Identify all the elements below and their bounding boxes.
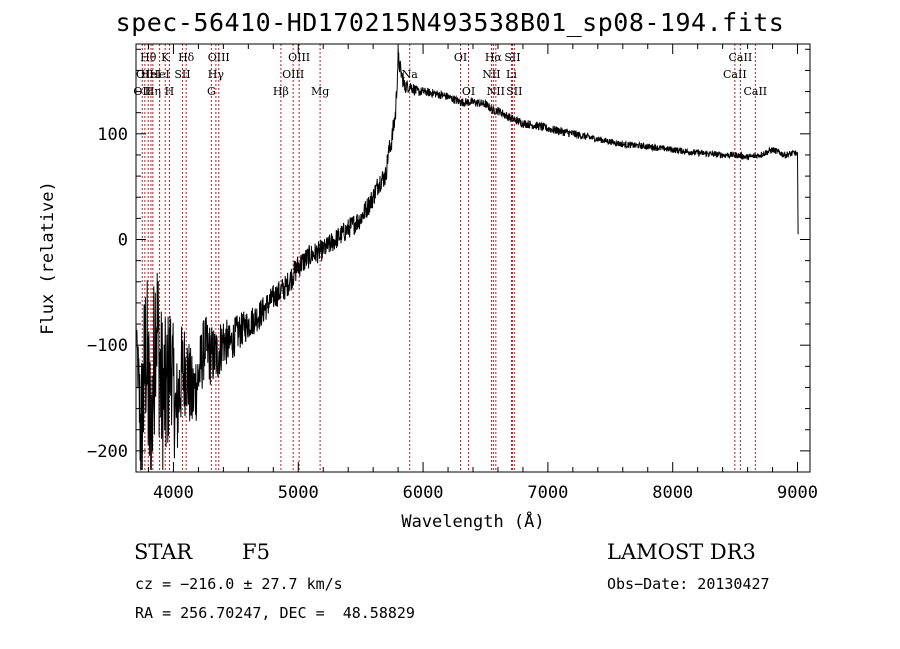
x-tick-label: 8000 [652,483,693,503]
line-marker-label: Hβ [273,85,289,98]
line-marker-label: SII [174,68,190,81]
line-marker-label: CaII [729,51,753,64]
redshift-velocity: cz = −216.0 ± 27.7 km/s [135,575,343,593]
line-marker-label: K [161,51,170,64]
observation-date: Obs−Date: 20130427 [607,575,770,593]
line-marker-label: OIII [208,51,230,64]
line-marker-label: OI [462,85,475,98]
line-marker-label: G [207,85,216,98]
x-tick-label: 4000 [153,483,194,503]
line-marker-label: OI [454,51,467,64]
line-marker-group [141,44,756,472]
y-tick-label: 100 [97,125,128,145]
line-marker-label: OII [133,85,151,98]
line-marker-label: Hη [145,85,161,98]
line-marker-label: H [165,85,175,98]
x-axis: 4000 5000 6000 7000 8000 9000 [147,44,818,503]
line-marker-label: SII [506,85,522,98]
plot-frame [135,43,811,473]
line-marker-label: CaII [743,85,767,98]
line-marker-label: NII [482,68,500,81]
y-axis: −200 −100 0 100 [87,48,810,462]
line-marker-label: CaII [723,68,747,81]
y-tick-label: −100 [87,336,128,356]
chart-title: spec-56410-HD170215N493538B01_sp08-194.f… [115,8,785,37]
x-tick-label: 9000 [777,483,818,503]
line-marker-label-group: OIIOIIHθHeIHηHeIKHSIIHδGHγOIIIHβOIIIOIII… [133,51,767,98]
y-tick-label: 0 [118,231,128,251]
y-tick-label: −200 [87,442,128,462]
line-marker-label: OII [136,68,154,81]
line-marker-label: HeI [149,68,169,81]
line-marker-label: OIII [288,51,310,64]
line-marker-label: SII [504,51,520,64]
line-marker-label: Na [402,68,419,81]
line-marker-label: HeI [141,68,161,81]
sky-coordinates: RA = 256.70247, DEC = 48.58829 [135,604,415,622]
line-marker-label: Hγ [208,68,225,81]
y-axis-label: Flux (relative) [38,181,58,335]
line-marker-label: Hα [485,51,503,64]
x-tick-label: 5000 [278,483,319,503]
line-marker-label: Mg [311,85,329,98]
line-marker-label: NII [487,85,505,98]
x-tick-label: 7000 [527,483,568,503]
object-class: STAR [134,540,193,564]
spectrum-line [135,48,799,471]
line-marker-label: Li [506,68,517,81]
spectral-subclass: F5 [242,540,270,564]
line-marker-label: OIII [282,68,304,81]
x-axis-label: Wavelength (Å) [401,510,544,532]
line-marker-label: Hδ [178,51,195,64]
survey-name: LAMOST DR3 [607,540,756,564]
line-marker-label: Hθ [140,51,157,64]
x-tick-label: 6000 [403,483,444,503]
